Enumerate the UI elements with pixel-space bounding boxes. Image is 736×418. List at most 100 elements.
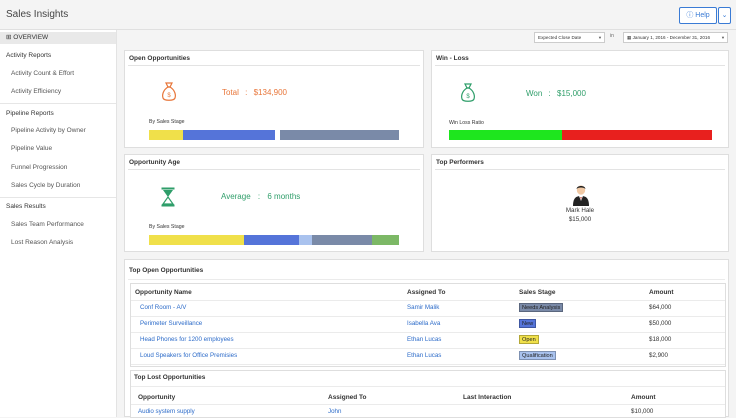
col-header-stage[interactable]: Sales Stage xyxy=(519,289,556,296)
opportunity-age-card: Opportunity Age Average : 6 months By Sa… xyxy=(124,154,424,252)
hourglass-icon xyxy=(161,187,175,207)
stage-badge: Qualification xyxy=(519,351,556,360)
top-lost-title: Top Lost Opportunities xyxy=(134,374,206,381)
opportunity-link[interactable]: Loud Speakers for Office Premisies xyxy=(140,352,238,359)
assigned-link[interactable]: Isabella Ava xyxy=(407,320,441,327)
bar-segment[interactable] xyxy=(449,130,563,140)
help-button[interactable]: ⓘ Help xyxy=(679,7,717,24)
card-title: Win - Loss xyxy=(436,55,469,62)
top-open-title: Top Open Opportunities xyxy=(129,267,204,274)
metric-separator: : xyxy=(548,89,551,98)
sidebar-item-pipeline-activity[interactable]: Pipeline Activity by Owner xyxy=(11,127,86,134)
lost-assigned-link[interactable]: John xyxy=(328,408,342,415)
won-metric: Won : $15,000 xyxy=(526,89,586,98)
divider xyxy=(131,300,725,301)
money-bag-icon: $ xyxy=(162,82,176,101)
divider xyxy=(435,169,725,170)
opportunity-link[interactable]: Conf Room - A/V xyxy=(140,304,187,311)
amount-value: $18,000 xyxy=(649,336,672,343)
col-header-opportunity[interactable]: Opportunity xyxy=(138,394,176,401)
chevron-down-icon: ⌄ xyxy=(721,12,728,19)
assigned-link[interactable]: Samir Malik xyxy=(407,304,440,311)
metric-label: Average xyxy=(221,192,251,201)
bar-segment[interactable] xyxy=(182,130,276,140)
opportunity-link[interactable]: Head Phones for 1200 employees xyxy=(140,336,234,343)
bar-segment[interactable] xyxy=(244,235,299,245)
stage-badge: New xyxy=(519,319,537,328)
sidebar-item-sales-cycle[interactable]: Sales Cycle by Duration xyxy=(11,182,81,189)
bar-segment[interactable] xyxy=(275,130,281,140)
col-header-assigned[interactable]: Assigned To xyxy=(407,289,446,296)
amount-value: $2,900 xyxy=(649,352,668,359)
sidebar-divider xyxy=(0,103,116,104)
age-stage-bar xyxy=(149,235,399,245)
bar-segment[interactable] xyxy=(299,235,312,245)
sidebar-overview-label: OVERVIEW xyxy=(13,34,49,41)
stage-badge: Open xyxy=(519,335,539,344)
sidebar-item-pipeline-value[interactable]: Pipeline Value xyxy=(11,145,53,152)
date-field-select[interactable]: Expected Close Date ▼ xyxy=(534,32,605,43)
sidebar: ⊞ OVERVIEW Activity Reports Activity Cou… xyxy=(0,30,117,417)
help-icon: ⓘ xyxy=(686,12,696,19)
sidebar-item-lost-reason[interactable]: Lost Reason Analysis xyxy=(11,239,74,246)
lost-amount: $10,000 xyxy=(631,408,654,415)
metric-separator: : xyxy=(245,88,248,97)
chevron-down-icon: ▼ xyxy=(598,35,602,40)
bar-segment[interactable] xyxy=(149,130,183,140)
date-range-value: January 1, 2016 - December 31, 2016 xyxy=(632,35,711,40)
row-divider xyxy=(131,316,725,317)
top-performers-card: Top Performers Mark Hale $15,000 xyxy=(431,154,729,252)
row-divider xyxy=(131,348,725,349)
metric-value: $134,900 xyxy=(253,88,287,97)
by-sales-stage-label: By Sales Stage xyxy=(149,119,185,125)
total-metric: Total : $134,900 xyxy=(222,88,287,97)
col-header-amount[interactable]: Amount xyxy=(649,289,674,296)
assigned-link[interactable]: Ethan Lucas xyxy=(407,336,442,343)
sidebar-item-team-performance[interactable]: Sales Team Performance xyxy=(11,221,84,228)
performer-name: Mark Hale xyxy=(565,207,595,214)
win-loss-card: Win - Loss $ Won : $15,000 Win Loss Rati… xyxy=(431,50,729,148)
amount-value: $50,000 xyxy=(649,320,672,327)
bar-segment[interactable] xyxy=(280,130,399,140)
col-header-opportunity[interactable]: Opportunity Name xyxy=(135,289,192,296)
assigned-link[interactable]: Ethan Lucas xyxy=(407,352,442,359)
divider xyxy=(435,65,725,66)
sidebar-item-activity-count[interactable]: Activity Count & Effort xyxy=(11,70,75,77)
bar-segment[interactable] xyxy=(562,130,712,140)
lost-opportunity-link[interactable]: Audio system supply xyxy=(138,408,195,415)
date-range-picker[interactable]: ▦ January 1, 2016 - December 31, 2016 ▼ xyxy=(623,32,728,43)
divider xyxy=(128,169,420,170)
sidebar-group-pipeline: Pipeline Reports xyxy=(6,110,54,117)
metric-value: $15,000 xyxy=(557,89,586,98)
grid-icon: ⊞ xyxy=(6,34,14,41)
performer-amount: $15,000 xyxy=(568,216,592,223)
divider xyxy=(128,279,725,280)
help-dropdown-button[interactable]: ⌄ xyxy=(718,7,731,24)
bar-segment[interactable] xyxy=(371,235,399,245)
help-label: Help xyxy=(695,12,710,19)
average-metric: Average : 6 months xyxy=(221,192,300,201)
divider xyxy=(131,386,725,387)
opportunity-link[interactable]: Perimeter Surveillance xyxy=(140,320,203,327)
divider xyxy=(131,404,725,405)
bar-segment[interactable] xyxy=(311,235,372,245)
divider xyxy=(128,65,420,66)
card-title: Opportunity Age xyxy=(129,159,181,166)
date-field-value: Expected Close Date xyxy=(538,35,582,40)
top-opportunities-panel: Top Open Opportunities Opportunity Name … xyxy=(124,259,729,418)
sidebar-item-funnel-progression[interactable]: Funnel Progression xyxy=(11,164,68,171)
sidebar-item-activity-efficiency[interactable]: Activity Efficiency xyxy=(11,88,62,95)
metric-value: 6 months xyxy=(267,192,301,201)
by-sales-stage-label: By Sales Stage xyxy=(149,224,185,230)
stage-badge: Needs Analysis xyxy=(519,303,564,312)
bar-segment[interactable] xyxy=(149,235,244,245)
filter-in-label: in xyxy=(610,33,614,39)
app-title: Sales Insights xyxy=(6,9,69,20)
metric-separator: : xyxy=(257,192,261,201)
sidebar-overview[interactable]: ⊞ OVERVIEW xyxy=(0,32,116,44)
sidebar-divider xyxy=(0,197,116,198)
col-header-amount[interactable]: Amount xyxy=(631,394,656,401)
top-open-table: Opportunity Name Assigned To Sales Stage… xyxy=(130,283,726,367)
col-header-last-interaction[interactable]: Last Interaction xyxy=(463,394,512,401)
col-header-assigned[interactable]: Assigned To xyxy=(328,394,367,401)
